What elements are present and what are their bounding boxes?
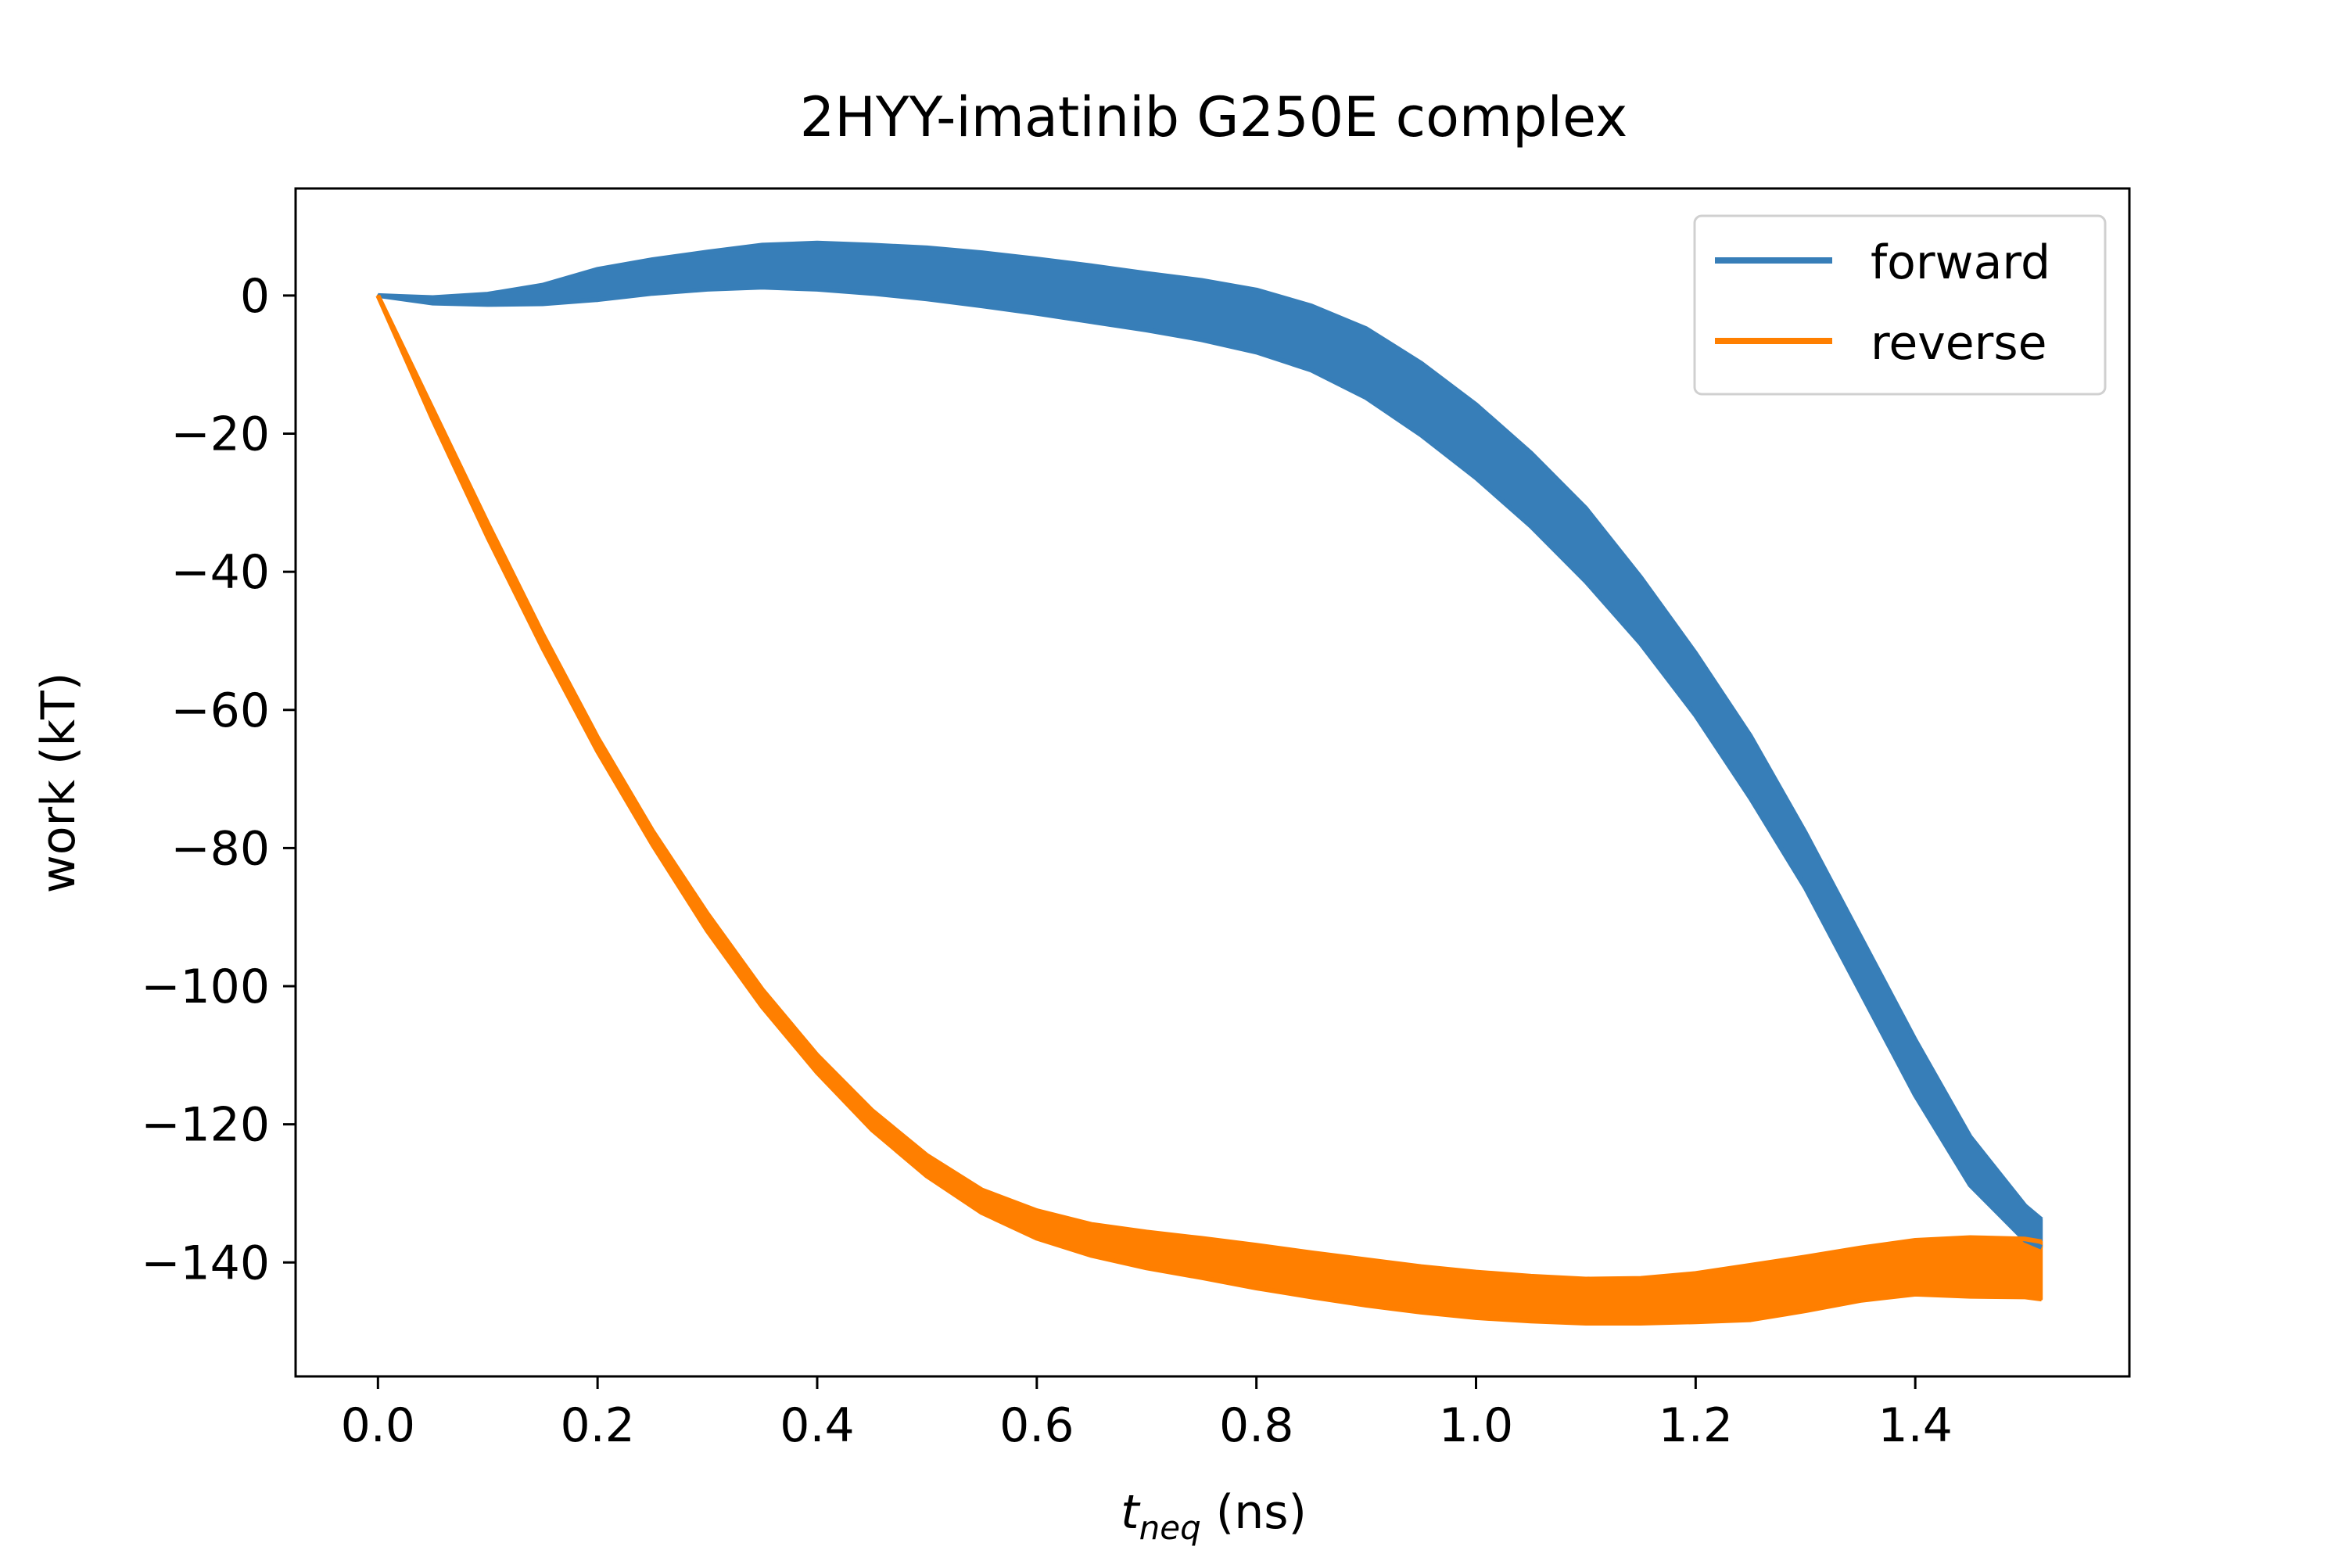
x-axis-label: tneq (ns) [1121,1485,1307,1547]
x-tick-label: 0.2 [560,1398,634,1453]
chart-title: 2HYY-imatinib G250E complex [800,85,1628,149]
series-line-reverse-lower [375,294,2043,1326]
x-tick-label: 1.4 [1878,1398,1952,1453]
y-axis: 0 −20 −40 −60 −80 −100 −120 −140 [141,269,296,1290]
series-outlines [375,240,2043,1326]
y-tick-label: −40 [170,545,270,600]
x-tick-label: 0.4 [780,1398,854,1453]
series-line-forward-upper [378,240,2043,1222]
x-tick-label: 0.6 [999,1398,1074,1453]
x-tick-label: 1.0 [1439,1398,1513,1453]
x-axis-label-sub: neq [1139,1509,1201,1547]
y-tick-label: −80 [170,821,270,876]
legend: forward reverse [1693,214,2107,396]
y-tick-label: −120 [141,1098,270,1153]
x-tick-label: 1.2 [1659,1398,1733,1453]
legend-label-forward: forward [1871,235,2050,290]
y-tick-label: −60 [170,684,270,738]
y-tick-label: −140 [141,1236,270,1290]
legend-label-reverse: reverse [1871,316,2047,371]
x-axis-label-main: t [1121,1485,1141,1540]
x-axis: 0.0 0.2 0.4 0.6 0.8 1.0 1.2 1.4 [341,1376,1953,1453]
x-tick-label: 0.8 [1219,1398,1293,1453]
y-axis-label: work (kT) [31,673,86,893]
plot-frame [294,187,2131,1378]
series-line-reverse-upper [375,294,2043,1282]
y-tick-label: −100 [141,960,270,1014]
x-tick-label: 0.0 [341,1398,415,1453]
y-tick-label: 0 [240,269,270,324]
series-line-forward-lower [377,285,2043,1250]
y-tick-label: −20 [170,407,270,462]
x-axis-label-unit: (ns) [1201,1485,1307,1540]
